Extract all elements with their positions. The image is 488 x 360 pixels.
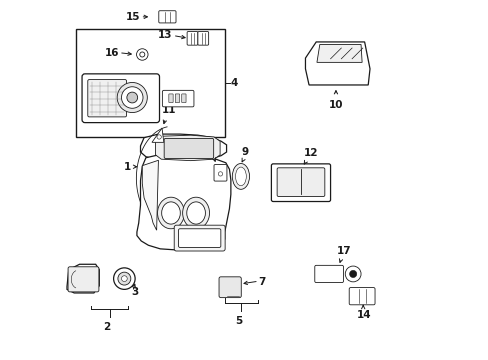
Circle shape [121, 276, 127, 282]
FancyBboxPatch shape [159, 11, 176, 23]
FancyBboxPatch shape [68, 267, 99, 292]
Text: 15: 15 [126, 12, 140, 22]
Text: 6: 6 [142, 91, 149, 102]
Text: 16: 16 [104, 48, 119, 58]
Circle shape [113, 268, 135, 289]
FancyBboxPatch shape [82, 74, 159, 123]
FancyBboxPatch shape [162, 90, 194, 107]
FancyBboxPatch shape [174, 225, 224, 251]
FancyBboxPatch shape [168, 94, 173, 103]
Text: 9: 9 [241, 147, 248, 157]
Circle shape [349, 270, 356, 278]
Polygon shape [137, 154, 230, 250]
Ellipse shape [186, 202, 205, 224]
Circle shape [121, 87, 142, 108]
Ellipse shape [162, 202, 180, 224]
Ellipse shape [235, 167, 246, 186]
FancyBboxPatch shape [214, 165, 226, 181]
Polygon shape [142, 160, 158, 230]
Polygon shape [67, 264, 99, 293]
FancyBboxPatch shape [88, 80, 126, 117]
Text: 5: 5 [235, 316, 242, 325]
Polygon shape [305, 42, 369, 85]
Text: 11: 11 [162, 105, 176, 116]
FancyBboxPatch shape [219, 277, 241, 298]
Text: 12: 12 [303, 148, 317, 158]
Circle shape [345, 266, 360, 282]
Ellipse shape [232, 163, 249, 189]
Polygon shape [155, 135, 220, 161]
FancyBboxPatch shape [187, 32, 198, 45]
FancyBboxPatch shape [182, 94, 185, 103]
Text: 7: 7 [258, 277, 265, 287]
Circle shape [157, 135, 161, 139]
Text: 13: 13 [158, 31, 172, 40]
Text: 1: 1 [123, 162, 131, 172]
FancyBboxPatch shape [348, 288, 374, 305]
FancyBboxPatch shape [164, 138, 213, 158]
FancyBboxPatch shape [314, 265, 343, 283]
Text: 14: 14 [356, 310, 370, 320]
FancyBboxPatch shape [178, 229, 221, 247]
Circle shape [117, 82, 147, 113]
Circle shape [218, 172, 222, 176]
Polygon shape [140, 134, 226, 161]
FancyBboxPatch shape [175, 94, 179, 103]
FancyBboxPatch shape [277, 168, 324, 197]
Circle shape [118, 272, 131, 285]
FancyBboxPatch shape [271, 164, 330, 202]
Ellipse shape [182, 197, 209, 229]
Ellipse shape [157, 197, 184, 229]
Circle shape [126, 92, 137, 103]
FancyBboxPatch shape [198, 32, 208, 45]
Text: 2: 2 [103, 321, 111, 332]
Circle shape [140, 52, 144, 57]
Polygon shape [316, 44, 362, 62]
Bar [76, 30, 224, 137]
Text: 4: 4 [230, 78, 237, 88]
Polygon shape [152, 128, 163, 142]
Text: 8: 8 [205, 145, 213, 155]
Text: 10: 10 [328, 100, 343, 111]
Text: 3: 3 [131, 287, 139, 297]
Circle shape [136, 49, 148, 60]
Text: 17: 17 [336, 246, 351, 256]
